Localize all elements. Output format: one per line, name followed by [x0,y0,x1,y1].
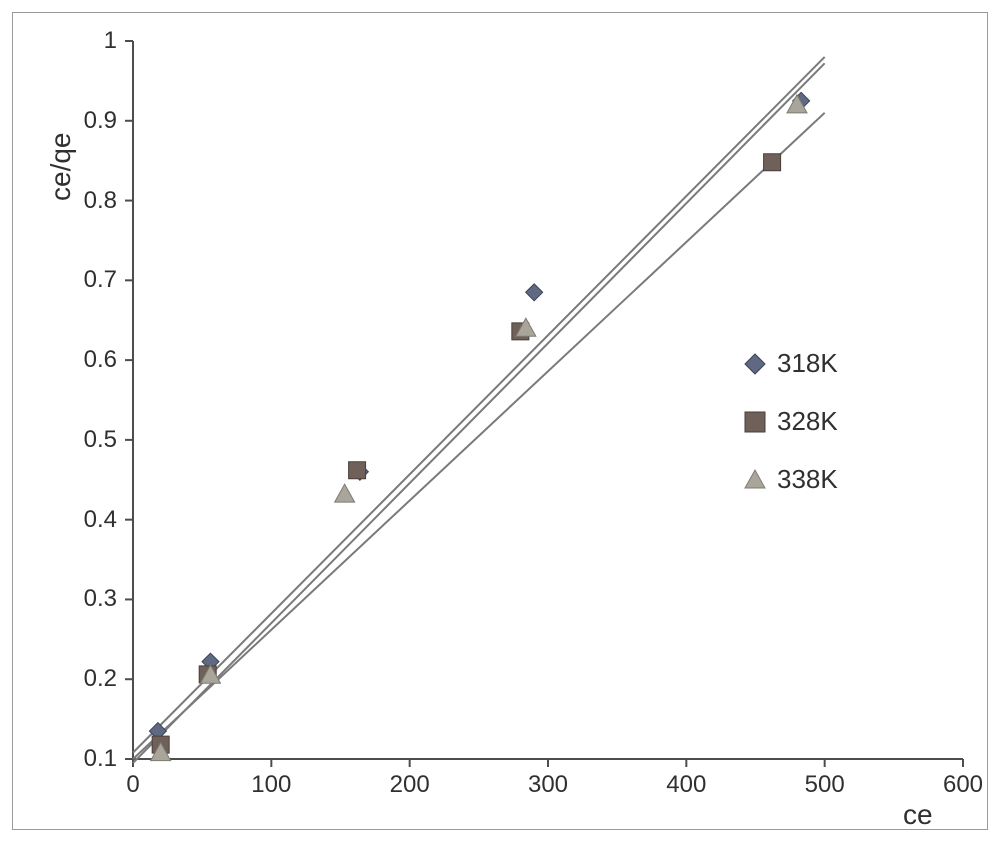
data-point-318K [526,284,543,301]
square-icon [743,410,767,434]
legend-label: 328K [777,406,838,437]
y-tick-label: 1 [104,27,117,55]
data-point-338K [335,484,355,502]
plot-svg [133,41,963,759]
y-tick-label: 0.9 [84,107,117,135]
y-axis-title: ce/qe [45,133,77,202]
legend-item-318K: 318K [743,348,838,379]
data-point-328K [764,154,781,171]
chart-frame: ce/qe ce 318K 328K 338K 0 100 200 300 400 500 60… [12,12,988,830]
x-tick-label: 500 [805,771,845,799]
triangle-icon [743,468,767,492]
y-tick-label: 0.6 [84,346,117,374]
legend-item-338K: 338K [743,464,838,495]
legend-label: 338K [777,464,838,495]
x-tick-label: 200 [390,771,430,799]
y-tick-label: 0.5 [84,426,117,454]
y-tick-label: 0.3 [84,585,117,613]
y-tick-label: 0.2 [84,665,117,693]
legend-label: 318K [777,348,838,379]
legend-item-328K: 328K [743,406,838,437]
y-tick-label: 0.4 [84,506,117,534]
plot-area [133,41,963,759]
diamond-icon [743,352,767,376]
y-tick-label: 0.7 [84,266,117,294]
x-tick-label: 300 [528,771,568,799]
x-axis-title: ce [903,799,933,831]
y-tick-label: 0.8 [84,187,117,215]
x-tick-label: 400 [666,771,706,799]
x-tick-label: 0 [126,771,139,799]
data-point-328K [349,462,366,479]
y-tick-label: 0.1 [84,745,117,773]
x-tick-label: 100 [251,771,291,799]
x-tick-label: 600 [943,771,983,799]
